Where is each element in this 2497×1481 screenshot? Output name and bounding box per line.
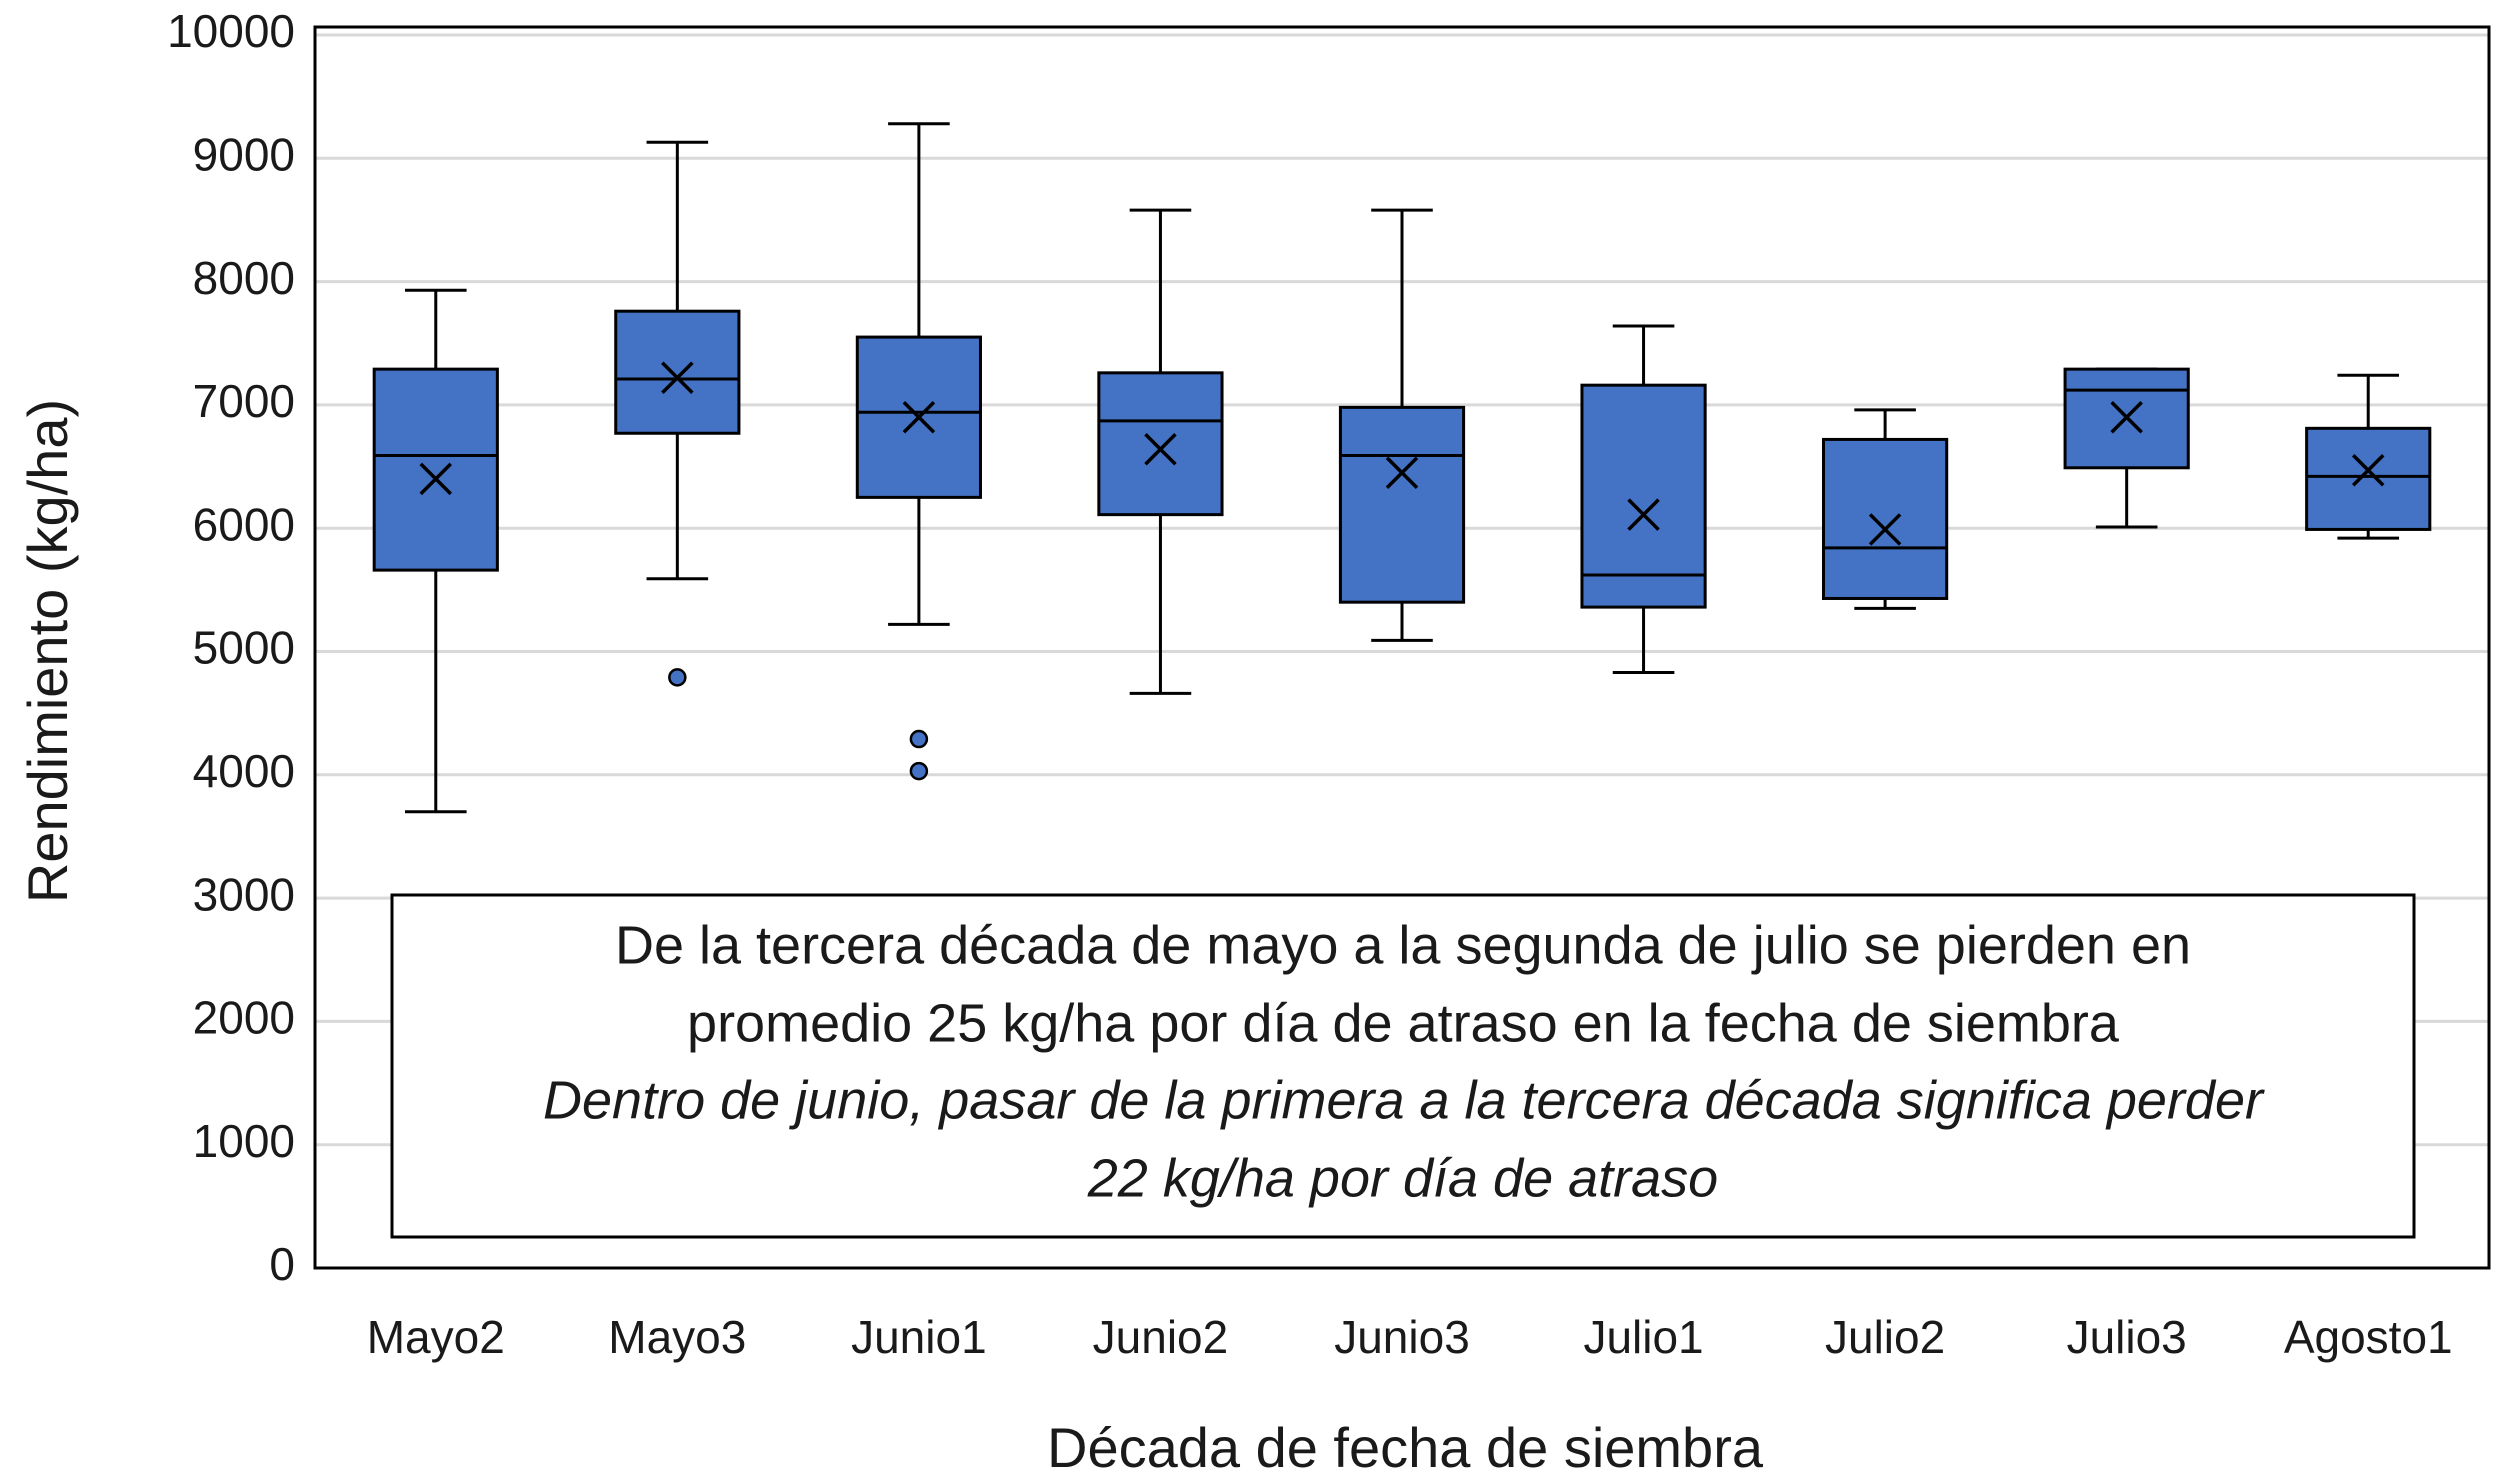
outlier [909, 729, 929, 749]
y-tick-label: 2000 [193, 992, 295, 1044]
y-tick-label: 9000 [193, 128, 295, 180]
y-tick-label: 3000 [193, 868, 295, 920]
annotation-text: promedio 25 kg/ha por día de atraso en l… [687, 993, 2120, 1053]
y-tick-label: 4000 [193, 745, 295, 797]
x-tick-label: Julio1 [1583, 1311, 1703, 1363]
mean-marker [661, 361, 694, 395]
mean-marker [419, 462, 453, 496]
x-tick-label: Junio2 [1093, 1311, 1229, 1363]
box [372, 367, 499, 572]
outlier [909, 761, 929, 781]
y-tick-label: 7000 [193, 375, 295, 427]
mean-marker [1144, 433, 1177, 466]
x-tick-label: Junio1 [851, 1311, 987, 1363]
mean-marker [2351, 454, 2385, 487]
x-tick-label: Mayo2 [367, 1311, 505, 1363]
y-axis-title: Rendimiento (kg/ha) [16, 399, 79, 903]
box [1338, 405, 1466, 604]
x-tick-label: Agosto1 [2284, 1311, 2453, 1363]
y-tick-label: 8000 [193, 252, 295, 304]
mean-marker [1868, 513, 1902, 546]
mean-marker [902, 400, 936, 434]
annotation-text: 22 kg/ha por día de atraso [1087, 1148, 1718, 1208]
x-tick-label: Julio2 [1825, 1311, 1945, 1363]
mean-marker [1627, 498, 1660, 531]
x-axis-title: Década de fecha de siembra [1047, 1416, 1764, 1479]
y-tick-label: 10000 [167, 5, 295, 57]
box [855, 335, 982, 499]
outlier [668, 668, 687, 687]
mean-marker [2110, 400, 2143, 434]
plot-frame [313, 25, 2491, 1270]
x-tick-label: Junio3 [1334, 1311, 1470, 1363]
annotation-box [390, 893, 2416, 1239]
y-tick-label: 0 [269, 1238, 295, 1290]
x-tick-label: Julio3 [2067, 1311, 2187, 1363]
x-tick-label: Mayo3 [608, 1311, 746, 1363]
box [1822, 437, 1949, 600]
annotation-text: Dentro de junio, pasar de la primera a l… [543, 1070, 2265, 1130]
box [2305, 426, 2432, 531]
box [614, 309, 741, 435]
mean-marker [1385, 456, 1419, 489]
annotation-text: De la tercera década de mayo a la segund… [615, 915, 2191, 975]
box [1097, 371, 1224, 517]
y-tick-label: 6000 [193, 498, 295, 550]
y-tick-label: 1000 [193, 1115, 295, 1167]
box [1580, 383, 1707, 609]
y-tick-label: 5000 [193, 622, 295, 674]
